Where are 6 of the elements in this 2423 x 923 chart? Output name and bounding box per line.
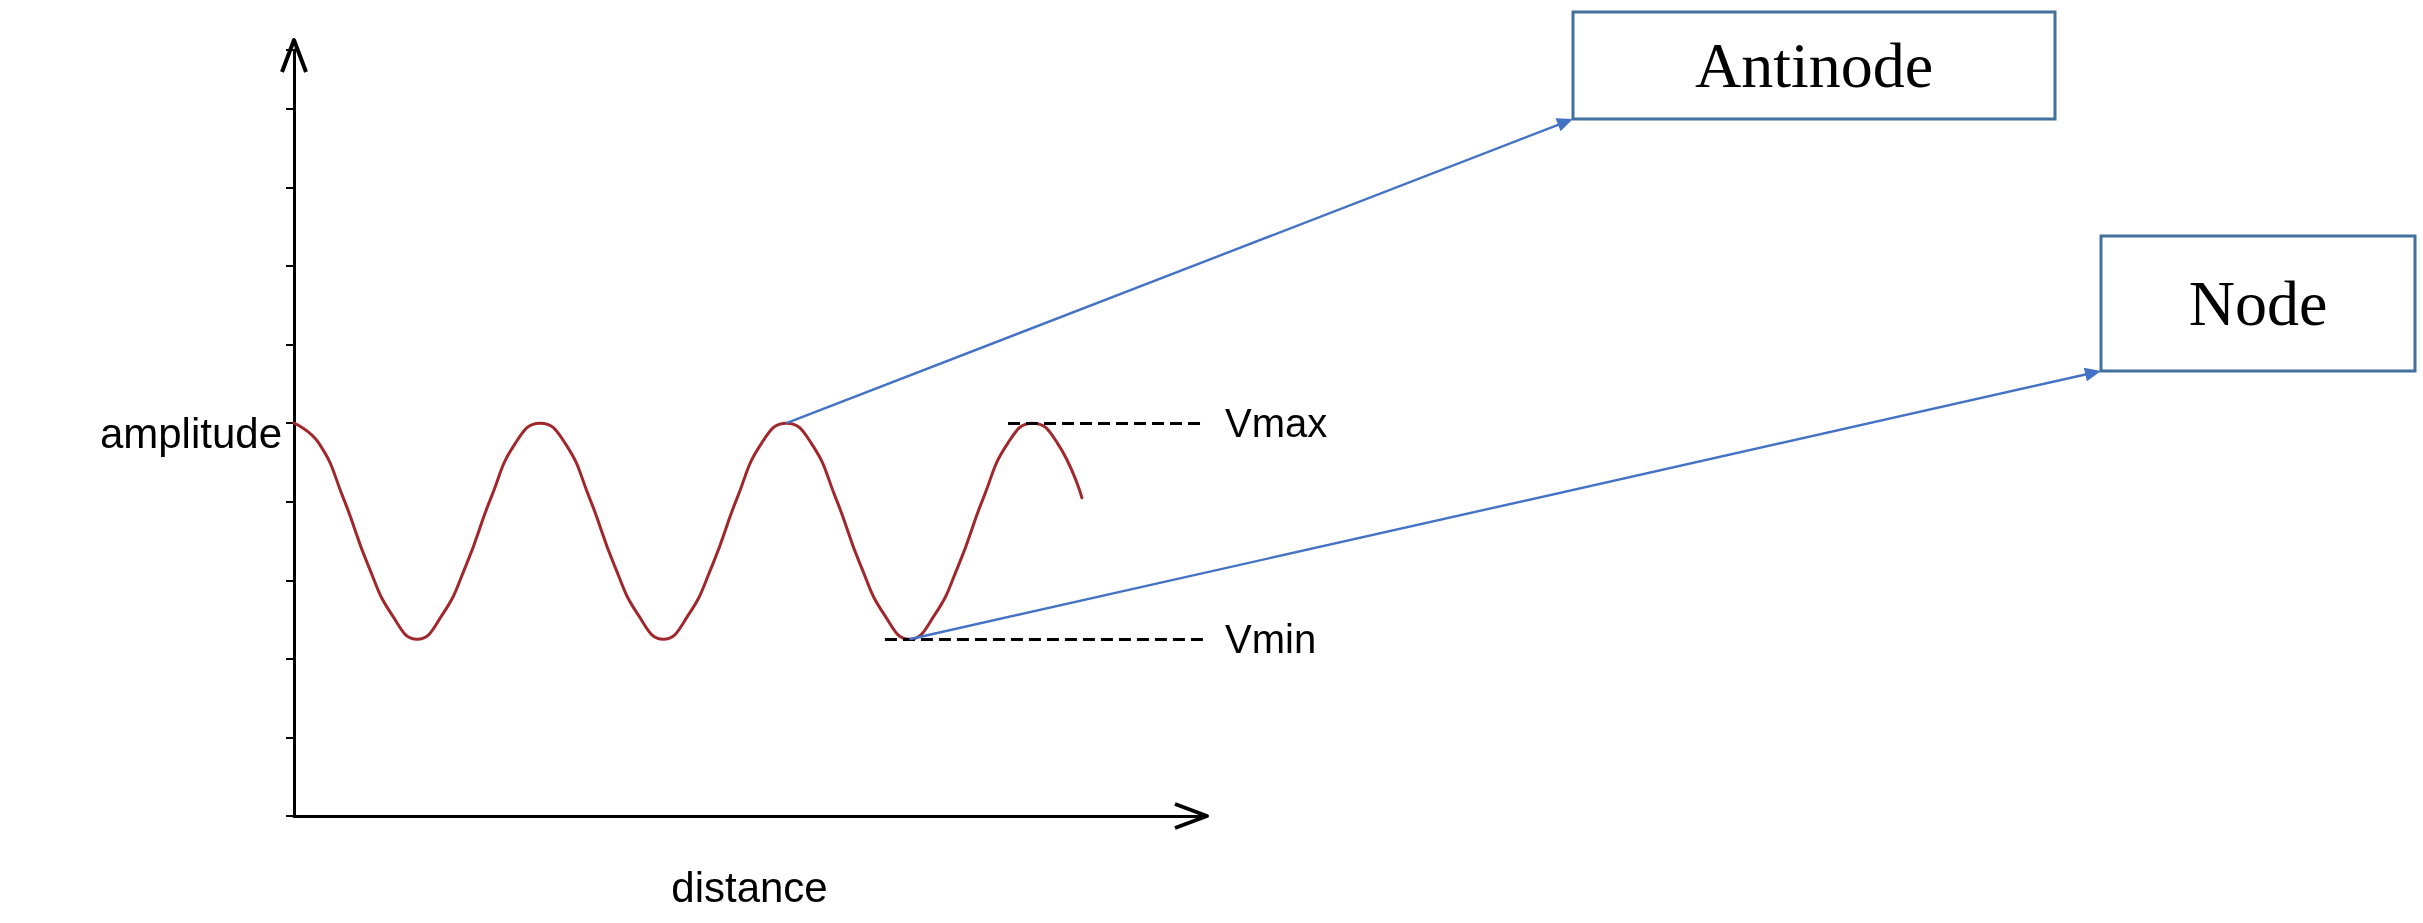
ref-line-label: Vmax <box>1225 401 1328 446</box>
x-axis-title: distance <box>671 863 828 911</box>
y-axis-title: amplitude <box>99 409 282 457</box>
ref-line-label: Vmin <box>1225 617 1317 662</box>
text: Antinode <box>1694 30 1934 101</box>
text: Node <box>2188 268 2328 339</box>
